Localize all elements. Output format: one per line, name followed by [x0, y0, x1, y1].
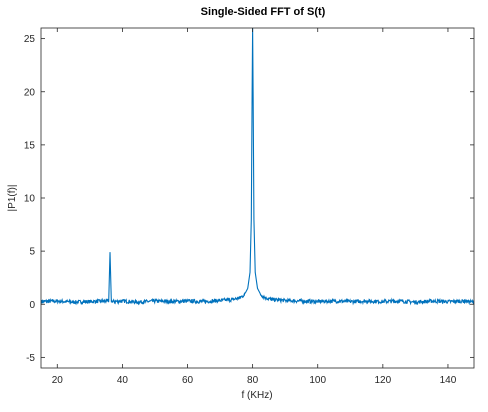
x-axis-label: f (KHz) [241, 390, 272, 401]
y-tick-label: -5 [26, 353, 35, 364]
x-tick-label: 120 [374, 375, 391, 386]
y-axis-label: |P1(f)| [7, 185, 18, 212]
y-tick-label: 20 [24, 87, 36, 98]
x-tick-label: 140 [440, 375, 457, 386]
fft-series-line [41, 28, 474, 306]
x-tick-label: 60 [182, 375, 194, 386]
x-tick-label: 100 [309, 375, 326, 386]
y-tick-label: 0 [29, 300, 35, 311]
y-tick-label: 5 [29, 247, 35, 258]
y-tick-label: 15 [24, 140, 36, 151]
y-tick-label: 25 [24, 34, 36, 45]
x-tick-label: 20 [52, 375, 64, 386]
x-tick-label: 40 [117, 375, 129, 386]
chart-title: Single-Sided FFT of S(t) [201, 6, 326, 18]
y-tick-label: 10 [24, 194, 36, 205]
x-tick-label: 80 [247, 375, 259, 386]
